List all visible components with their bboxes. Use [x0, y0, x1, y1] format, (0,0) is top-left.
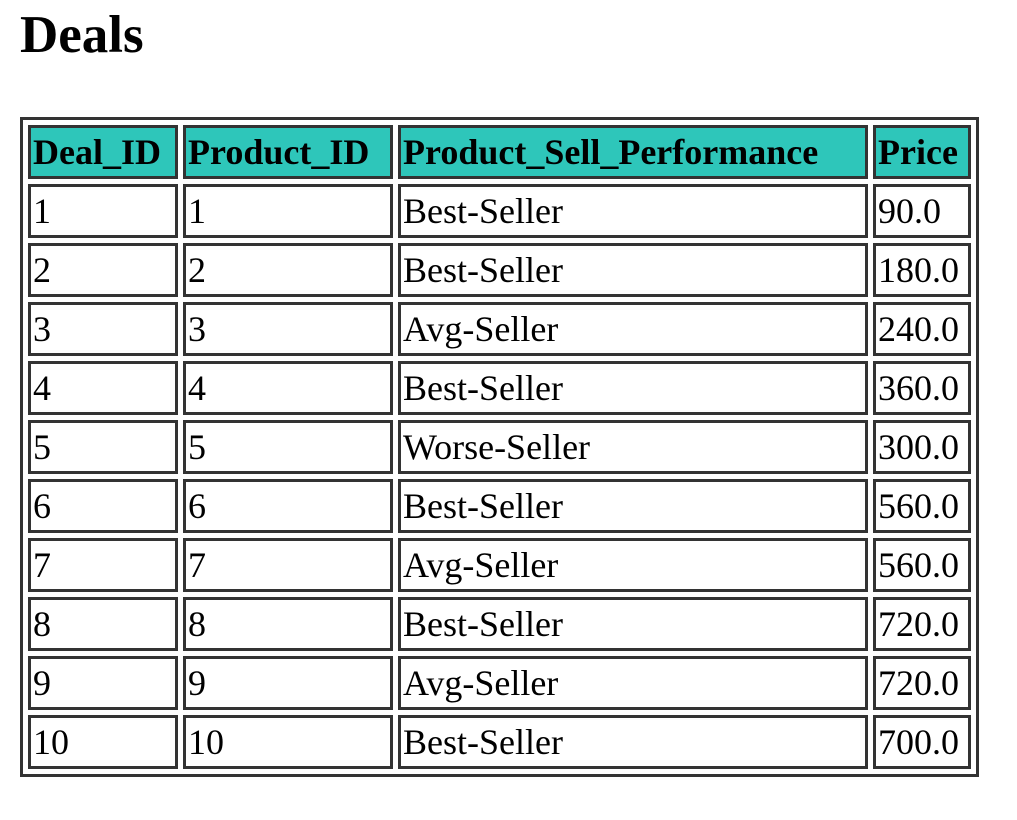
page-title: Deals: [20, 6, 144, 64]
cell-deal-id: 4: [28, 361, 178, 415]
cell-deal-id: 1: [28, 184, 178, 238]
cell-deal-id: 3: [28, 302, 178, 356]
column-header-product-sell-performance: Product_Sell_Performance: [398, 125, 868, 179]
cell-deal-id: 7: [28, 538, 178, 592]
cell-price: 90.0: [873, 184, 971, 238]
cell-sell-performance: Avg-Seller: [398, 538, 868, 592]
cell-price: 240.0: [873, 302, 971, 356]
cell-sell-performance: Best-Seller: [398, 361, 868, 415]
cell-price: 360.0: [873, 361, 971, 415]
column-header-product-id: Product_ID: [183, 125, 393, 179]
cell-product-id: 5: [183, 420, 393, 474]
cell-product-id: 1: [183, 184, 393, 238]
cell-deal-id: 10: [28, 715, 178, 769]
column-header-price: Price: [873, 125, 971, 179]
table-row: 1 1 Best-Seller 90.0: [28, 184, 971, 238]
table-row: 7 7 Avg-Seller 560.0: [28, 538, 971, 592]
cell-product-id: 10: [183, 715, 393, 769]
table-row: 10 10 Best-Seller 700.0: [28, 715, 971, 769]
table-row: 9 9 Avg-Seller 720.0: [28, 656, 971, 710]
cell-product-id: 6: [183, 479, 393, 533]
cell-sell-performance: Best-Seller: [398, 243, 868, 297]
cell-product-id: 4: [183, 361, 393, 415]
cell-sell-performance: Best-Seller: [398, 597, 868, 651]
cell-sell-performance: Avg-Seller: [398, 302, 868, 356]
table-row: 8 8 Best-Seller 720.0: [28, 597, 971, 651]
cell-price: 720.0: [873, 597, 971, 651]
cell-sell-performance: Best-Seller: [398, 715, 868, 769]
table-row: 4 4 Best-Seller 360.0: [28, 361, 971, 415]
cell-deal-id: 8: [28, 597, 178, 651]
deals-table: Deal_ID Product_ID Product_Sell_Performa…: [20, 117, 979, 777]
cell-deal-id: 6: [28, 479, 178, 533]
cell-sell-performance: Avg-Seller: [398, 656, 868, 710]
cell-price: 560.0: [873, 479, 971, 533]
table-header-row: Deal_ID Product_ID Product_Sell_Performa…: [28, 125, 971, 179]
cell-sell-performance: Best-Seller: [398, 184, 868, 238]
cell-price: 560.0: [873, 538, 971, 592]
cell-price: 180.0: [873, 243, 971, 297]
cell-price: 720.0: [873, 656, 971, 710]
table-row: 3 3 Avg-Seller 240.0: [28, 302, 971, 356]
table-row: 5 5 Worse-Seller 300.0: [28, 420, 971, 474]
cell-sell-performance: Worse-Seller: [398, 420, 868, 474]
cell-product-id: 9: [183, 656, 393, 710]
cell-deal-id: 2: [28, 243, 178, 297]
table-body: 1 1 Best-Seller 90.0 2 2 Best-Seller 180.0 3 3 Avg…: [28, 184, 971, 769]
cell-product-id: 7: [183, 538, 393, 592]
cell-product-id: 3: [183, 302, 393, 356]
table-row: 2 2 Best-Seller 180.0: [28, 243, 971, 297]
table-row: 6 6 Best-Seller 560.0: [28, 479, 971, 533]
cell-sell-performance: Best-Seller: [398, 479, 868, 533]
cell-deal-id: 9: [28, 656, 178, 710]
cell-product-id: 2: [183, 243, 393, 297]
cell-product-id: 8: [183, 597, 393, 651]
cell-price: 700.0: [873, 715, 971, 769]
cell-price: 300.0: [873, 420, 971, 474]
column-header-deal-id: Deal_ID: [28, 125, 178, 179]
cell-deal-id: 5: [28, 420, 178, 474]
